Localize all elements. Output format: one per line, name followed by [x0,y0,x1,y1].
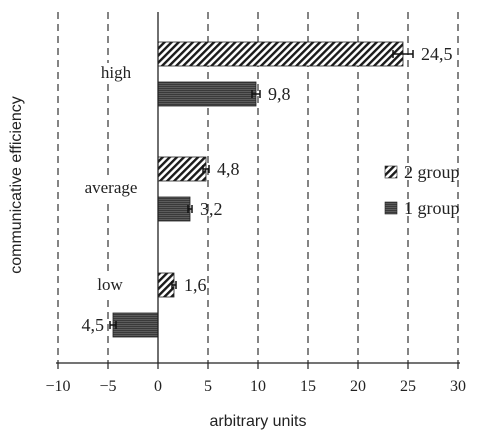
x-tick-label: 5 [204,378,212,395]
y-axis-title: communicative efficiency [8,96,25,274]
category-label-bg [77,178,145,199]
category-label: average [85,178,138,197]
data-label: 4,5 [82,315,105,335]
bar [157,41,404,67]
legend-label: 1 group [404,198,460,218]
category-label: high [101,63,132,82]
x-tick-label: 30 [450,378,466,395]
legend-label: 2 group [404,162,460,182]
legend-swatch [384,165,398,179]
data-label: 1,6 [184,275,207,295]
x-tick-label: 25 [400,378,416,395]
data-label: 3,2 [200,199,223,219]
bar [157,81,257,107]
x-tick-label: 15 [300,378,316,395]
bar [157,156,207,182]
legend-swatch [384,201,398,215]
data-label: 9,8 [268,84,291,104]
category-label: low [97,275,123,294]
bar [112,312,159,338]
x-tick-label: 10 [250,378,266,395]
category-label-bg [95,63,137,84]
x-tick-label: −5 [99,378,116,395]
bars [109,41,414,338]
x-tick-label: −10 [45,378,70,395]
x-axis: −10 −5 0 5 10 15 20 25 30 [45,12,466,395]
data-label: 24,5 [421,44,453,64]
category-label-bg [94,275,126,296]
data-label: 4,8 [217,159,240,179]
x-axis-title: arbitrary units [210,413,307,430]
labels: high average low 24,5 4,8 1,6 9,8 3,2 4,5 [77,44,453,335]
legend: 2 group 1 group [384,162,460,218]
x-tick-label: 0 [154,378,162,395]
bar [157,196,191,222]
x-tick-label: 20 [350,378,366,395]
gridlines [57,12,459,363]
